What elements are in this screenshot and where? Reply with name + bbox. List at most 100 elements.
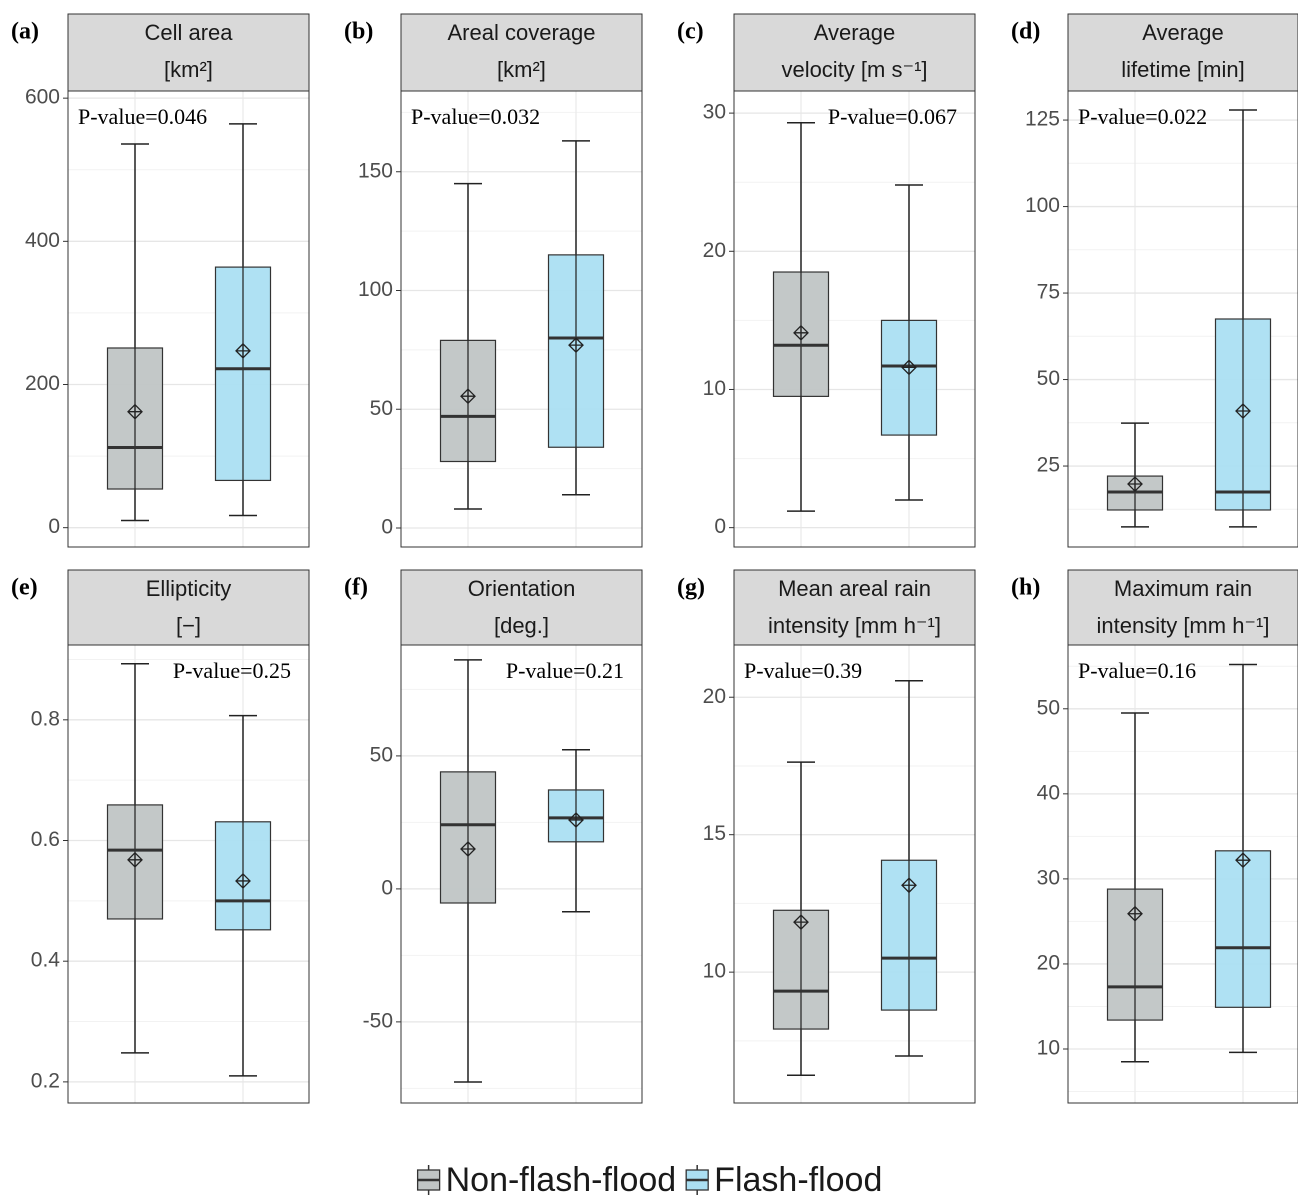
panel-label: (g) bbox=[677, 575, 705, 601]
p-value: P-value=0.39 bbox=[744, 658, 862, 683]
y-tick-label: 0 bbox=[381, 876, 393, 899]
strip-title: lifetime [min] bbox=[1121, 57, 1244, 82]
strip-title: [deg.] bbox=[494, 613, 549, 638]
y-tick-label: 30 bbox=[703, 101, 726, 124]
y-tick-label: 25 bbox=[1037, 454, 1060, 477]
mean-marker bbox=[460, 388, 476, 405]
y-tick-label: 10 bbox=[703, 377, 726, 400]
mean-diamond bbox=[127, 403, 143, 420]
strip bbox=[400, 569, 643, 646]
mean-marker bbox=[901, 359, 917, 376]
panel: 0 200 400 600 Cell area [km²] (a) P-value=0.046 bbox=[11, 13, 310, 548]
plot-background bbox=[68, 91, 309, 547]
mean-marker bbox=[1127, 476, 1143, 492]
y-tick-label: 200 bbox=[25, 372, 60, 395]
mean-marker bbox=[568, 337, 584, 354]
y-tick-label: 125 bbox=[1025, 108, 1060, 131]
legend-item: Flash-flood bbox=[685, 1161, 882, 1197]
y-tick-label: 100 bbox=[1025, 194, 1060, 217]
panel: 0 10 20 30 Average velocity [m s⁻¹] (c) P-value… bbox=[677, 13, 976, 548]
y-tick-label: 75 bbox=[1037, 281, 1060, 304]
mean-diamond bbox=[235, 342, 251, 359]
p-value: P-value=0.022 bbox=[1078, 104, 1207, 129]
strip-title: Maximum rain bbox=[1114, 576, 1252, 601]
y-tick-label: 0 bbox=[48, 515, 60, 538]
strip-title: Ellipticity bbox=[146, 576, 232, 601]
mean-marker bbox=[1235, 403, 1251, 419]
mean-diamond bbox=[1235, 852, 1251, 869]
y-tick-label: 50 bbox=[370, 397, 393, 420]
p-value: P-value=0.032 bbox=[411, 104, 540, 129]
strip bbox=[1067, 569, 1298, 646]
strip-title: intensity [mm h⁻¹] bbox=[1097, 613, 1270, 638]
strip bbox=[67, 569, 310, 646]
strip-title: Orientation bbox=[468, 576, 576, 601]
y-tick-label: 0.6 bbox=[31, 828, 60, 851]
panel-label: (a) bbox=[11, 19, 39, 45]
panel-label: (h) bbox=[1011, 575, 1040, 601]
legend-label: Flash-flood bbox=[714, 1161, 882, 1197]
plot-background bbox=[401, 645, 642, 1103]
mean-diamond bbox=[235, 873, 251, 889]
panel-label: (f) bbox=[344, 575, 368, 601]
strip bbox=[733, 13, 976, 92]
p-value: P-value=0.16 bbox=[1078, 658, 1196, 683]
mean-diamond bbox=[568, 812, 584, 828]
mean-diamond bbox=[568, 337, 584, 354]
y-tick-label: -50 bbox=[363, 1009, 393, 1032]
panel-label: (e) bbox=[11, 575, 38, 601]
panel-label: (d) bbox=[1011, 19, 1040, 45]
strip-title: [km²] bbox=[164, 57, 213, 82]
mean-diamond bbox=[793, 914, 809, 931]
legend-item: Non-flash-flood bbox=[416, 1161, 676, 1197]
p-value: P-value=0.21 bbox=[506, 658, 624, 683]
p-value: P-value=0.25 bbox=[173, 658, 291, 683]
y-tick-label: 600 bbox=[25, 86, 60, 109]
mean-marker bbox=[793, 324, 809, 341]
y-tick-label: 0.8 bbox=[31, 707, 60, 730]
strip bbox=[1067, 13, 1298, 92]
mean-marker bbox=[793, 914, 809, 931]
y-tick-label: 400 bbox=[25, 229, 60, 252]
mean-marker bbox=[568, 812, 584, 828]
strip bbox=[67, 13, 310, 92]
strip-title: Areal coverage bbox=[448, 20, 596, 45]
mean-marker bbox=[127, 403, 143, 420]
y-tick-label: 50 bbox=[1037, 367, 1060, 390]
plot-background bbox=[68, 645, 309, 1103]
strip-title: Cell area bbox=[144, 20, 233, 45]
mean-marker bbox=[235, 873, 251, 889]
panel: 25 50 75 100 125 Average lifetime [min] (d) P-va… bbox=[1011, 13, 1298, 548]
strip-title: Average bbox=[1142, 20, 1224, 45]
mean-marker bbox=[1127, 905, 1143, 922]
y-tick-label: 0 bbox=[381, 516, 393, 539]
mean-marker bbox=[127, 851, 143, 868]
y-tick-label: 40 bbox=[1037, 781, 1060, 804]
strip-title: [km²] bbox=[497, 57, 546, 82]
y-tick-label: 10 bbox=[703, 960, 726, 983]
y-tick-label: 50 bbox=[370, 743, 393, 766]
mean-diamond bbox=[460, 841, 476, 857]
panel: 10 15 20 Mean areal rain intensity [mm h⁻¹] (… bbox=[677, 569, 976, 1104]
y-tick-label: 30 bbox=[1037, 866, 1060, 889]
plot-background bbox=[734, 645, 975, 1103]
mean-marker bbox=[901, 877, 917, 894]
plot-background bbox=[401, 91, 642, 547]
strip-title: velocity [m s⁻¹] bbox=[781, 57, 927, 82]
panel-label: (b) bbox=[344, 19, 373, 45]
y-tick-label: 20 bbox=[703, 239, 726, 262]
y-tick-label: 100 bbox=[358, 278, 393, 301]
legend: Non-flash-flood Flash-flood bbox=[416, 1161, 882, 1197]
strip-title: Average bbox=[814, 20, 896, 45]
mean-diamond bbox=[1127, 905, 1143, 922]
panel: 0.2 0.4 0.6 0.8 Ellipticity [−] (e) P-value=0.2… bbox=[11, 569, 310, 1104]
mean-marker bbox=[1235, 852, 1251, 869]
y-tick-label: 20 bbox=[703, 685, 726, 708]
mean-diamond bbox=[127, 851, 143, 868]
p-value: P-value=0.046 bbox=[78, 104, 207, 129]
mean-diamond bbox=[901, 877, 917, 894]
strip-title: [−] bbox=[176, 613, 201, 638]
mean-diamond bbox=[460, 388, 476, 405]
y-tick-label: 0.4 bbox=[31, 949, 61, 972]
y-tick-label: 20 bbox=[1037, 951, 1060, 974]
